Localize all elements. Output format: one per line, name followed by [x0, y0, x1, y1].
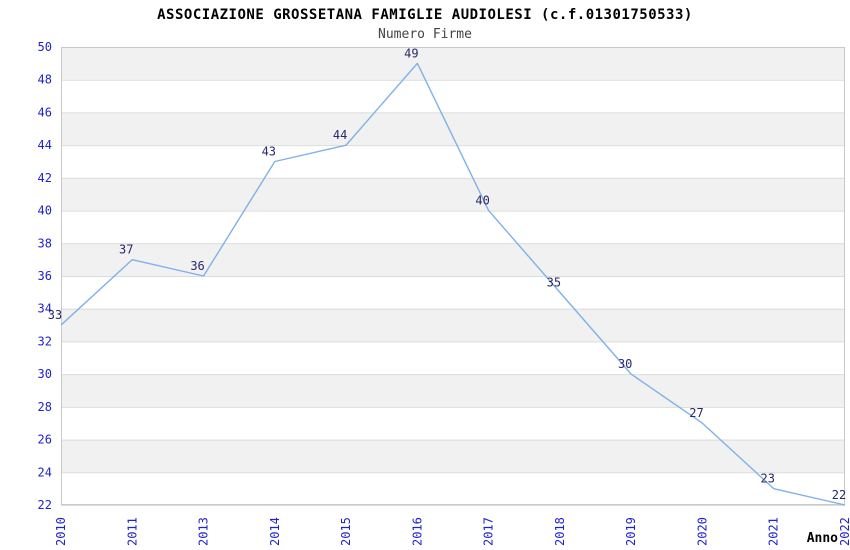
chart-title: ASSOCIAZIONE GROSSETANA FAMIGLIE AUDIOLE… [157, 7, 693, 23]
x-tick-label: 2019 [624, 517, 638, 546]
x-tick-label: 2020 [695, 517, 709, 546]
y-tick-label: 46 [38, 105, 52, 119]
data-label: 27 [689, 406, 703, 420]
y-tick-label: 26 [38, 433, 52, 447]
data-label: 40 [475, 194, 489, 208]
data-label: 37 [119, 243, 133, 257]
y-tick-label: 40 [38, 204, 52, 218]
y-tick-label: 42 [38, 171, 52, 185]
y-tick-label: 36 [38, 269, 52, 283]
y-tick-label: 50 [38, 40, 52, 54]
x-tick-label: 2021 [767, 517, 781, 546]
plot-band [61, 374, 845, 407]
x-tick-label: 2018 [553, 517, 567, 546]
data-label: 43 [262, 145, 276, 159]
y-tick-label: 30 [38, 367, 52, 381]
y-tick-label: 38 [38, 236, 52, 250]
data-label: 23 [761, 472, 775, 486]
data-label: 35 [547, 275, 561, 289]
data-label: 36 [190, 259, 204, 273]
y-tick-label: 44 [38, 138, 52, 152]
plot-band [61, 308, 845, 342]
data-line [60, 62, 846, 506]
data-label: 44 [333, 128, 347, 142]
plot-band [61, 439, 845, 473]
x-tick-label: 2022 [838, 517, 850, 546]
x-tick-label: 2011 [125, 517, 139, 546]
x-tick-label: 2016 [410, 517, 424, 546]
plot-border [61, 47, 845, 505]
plot-band [61, 112, 845, 146]
data-label: 33 [48, 308, 62, 322]
plot-band [61, 177, 845, 211]
y-tick-label: 34 [38, 302, 52, 316]
y-tick-label: 28 [38, 400, 52, 414]
y-tick-label: 22 [38, 498, 52, 512]
data-label: 49 [404, 46, 418, 60]
data-label: 30 [618, 357, 632, 371]
x-axis-title: Anno [806, 531, 838, 546]
x-tick-label: 2014 [268, 517, 282, 546]
y-tick-label: 24 [38, 465, 52, 479]
x-tick-label: 2010 [54, 517, 68, 546]
y-tick-label: 48 [38, 73, 52, 87]
x-tick-label: 2015 [339, 517, 353, 546]
y-tick-label: 32 [38, 334, 52, 348]
plot-band [61, 47, 845, 80]
x-tick-label: 2013 [197, 517, 211, 546]
x-tick-label: 2017 [482, 517, 496, 546]
data-label: 22 [832, 488, 846, 502]
plot-band [61, 243, 845, 276]
chart-subtitle: Numero Firme [378, 27, 472, 42]
